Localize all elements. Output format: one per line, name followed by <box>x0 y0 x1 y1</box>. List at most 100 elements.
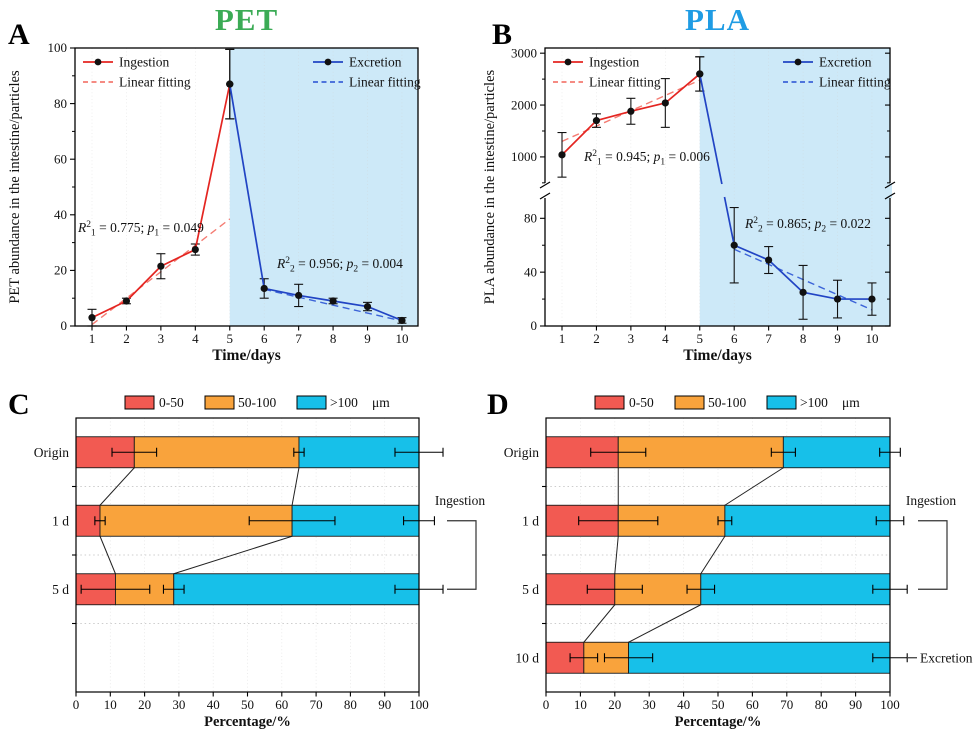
y-tick-label: 0 <box>61 318 68 333</box>
side-label: Excretion <box>920 650 973 665</box>
data-point <box>833 295 842 303</box>
y-axis-label: PLA abundance in the intestine/particles <box>482 69 498 304</box>
data-point <box>398 316 406 325</box>
legend-label: 50-100 <box>708 395 746 410</box>
legend-swatch <box>594 395 625 410</box>
segment-connector <box>724 467 784 506</box>
series-line <box>228 83 266 289</box>
legend-label: Ingestion <box>119 54 169 69</box>
data-point <box>363 302 372 311</box>
panel-d-bar-chart: Origin 1 d 5 d 10 d 0 10 20 30 40 50 60 70 80 90 100 Pe… <box>504 395 973 730</box>
phase-bracket <box>918 520 948 590</box>
panel-title-pla: PLA <box>685 2 750 37</box>
phase-bracket-label: Ingestion <box>435 493 485 508</box>
series-line <box>367 305 403 322</box>
legend-item: Linear fitting <box>783 74 891 89</box>
phase-bracket-label: Ingestion <box>906 493 956 508</box>
segment-connector <box>614 536 619 574</box>
series-line <box>698 73 723 185</box>
series-line <box>332 300 368 308</box>
x-axis-label: Time/days <box>212 347 281 364</box>
panel-c-bar-chart: Origin 1 d 5 d 0 10 20 30 40 50 60 70 80 90 100 Percen… <box>34 395 486 730</box>
excretion-series <box>695 56 877 320</box>
data-point <box>88 314 96 322</box>
legend-label: Linear fitting <box>119 74 191 89</box>
x-tick-label: 30 <box>172 697 185 712</box>
x-tick-label: 4 <box>662 331 669 346</box>
x-tick-label: 8 <box>800 331 807 346</box>
series-line <box>733 244 769 261</box>
x-tick-label: 90 <box>849 697 862 712</box>
series-line <box>561 120 598 156</box>
segment-connector <box>583 604 616 643</box>
y-tick-label: 60 <box>54 151 67 166</box>
y-tick-label: 80 <box>54 96 67 111</box>
x-tick-label: 40 <box>207 697 220 712</box>
legend-label: Linear fitting <box>349 74 421 89</box>
legend-label: 0-50 <box>629 395 654 410</box>
bar-row-1-d <box>75 504 435 537</box>
data-point <box>260 284 268 293</box>
legend-swatch <box>674 395 705 410</box>
series-line <box>664 73 701 104</box>
legend-label: Linear fitting <box>589 74 661 89</box>
bar-row-origin <box>545 436 901 469</box>
y-tick-label: 80 <box>524 211 537 226</box>
bar-segment <box>173 573 420 606</box>
x-tick-label: 20 <box>608 697 621 712</box>
stats-annotation: R22 = 0.956; p2 = 0.004 <box>276 256 403 275</box>
x-tick-label: 1 <box>89 331 96 346</box>
legend-label: Excretion <box>349 54 402 69</box>
x-tick-label: 50 <box>241 697 254 712</box>
y-tick-label: 20 <box>54 263 67 278</box>
x-tick-label: 40 <box>677 697 690 712</box>
bar-row-origin <box>75 436 444 469</box>
x-tick-label: 10 <box>574 697 587 712</box>
legend-marker-dot <box>324 58 332 66</box>
x-tick-label: 10 <box>395 331 408 346</box>
series-line <box>194 83 231 250</box>
data-point <box>799 288 807 296</box>
x-tick-label: 60 <box>746 697 759 712</box>
panel-b-line-chart: 1 2 3 4 5 6 7 8 9 10 0 40 80 1000 2000 3000 Time/days PLA… <box>482 45 896 364</box>
legend-label: >100 <box>330 395 358 410</box>
x-tick-label: 8 <box>330 331 337 346</box>
legend-item: Linear fitting <box>83 74 191 89</box>
axis-break-gap <box>543 183 547 198</box>
series-line <box>723 196 736 246</box>
x-tick-label: 60 <box>275 697 288 712</box>
x-tick-label: 10 <box>865 331 878 346</box>
excretion-series <box>225 48 407 325</box>
x-tick-label: 80 <box>344 697 357 712</box>
legend-swatch <box>124 395 155 410</box>
legend-marker-dot <box>794 58 802 66</box>
legend-marker-dot <box>94 58 102 66</box>
y-tick-label: 40 <box>524 264 537 279</box>
panel-title-pet: PET <box>214 2 279 37</box>
legend-item: Excretion <box>313 54 402 69</box>
legend-item: Linear fitting <box>553 74 661 89</box>
y-tick-label: 0 <box>531 318 538 333</box>
shaded-excretion-region <box>229 48 418 326</box>
x-tick-label: 100 <box>880 697 900 712</box>
legend-item: Ingestion <box>553 54 639 69</box>
segment-connector <box>291 467 300 506</box>
segment-connector <box>173 535 293 575</box>
axis-break-mark <box>884 192 896 200</box>
segment-connector <box>700 535 726 575</box>
x-tick-label: 4 <box>192 331 199 346</box>
legend-unit-label: μm <box>372 395 390 410</box>
legend-item: Ingestion <box>83 54 169 69</box>
stats-annotation: R21 = 0.775; p1 = 0.049 <box>77 220 204 239</box>
x-tick-label: 7 <box>765 331 772 346</box>
segment-connector <box>628 604 702 643</box>
x-tick-label: 70 <box>780 697 793 712</box>
data-point <box>661 99 669 107</box>
category-label: 5 d <box>52 582 69 597</box>
x-axis-label: Percentage/% <box>204 714 291 730</box>
category-label: Origin <box>34 445 69 460</box>
axis-break-mark <box>539 181 551 189</box>
